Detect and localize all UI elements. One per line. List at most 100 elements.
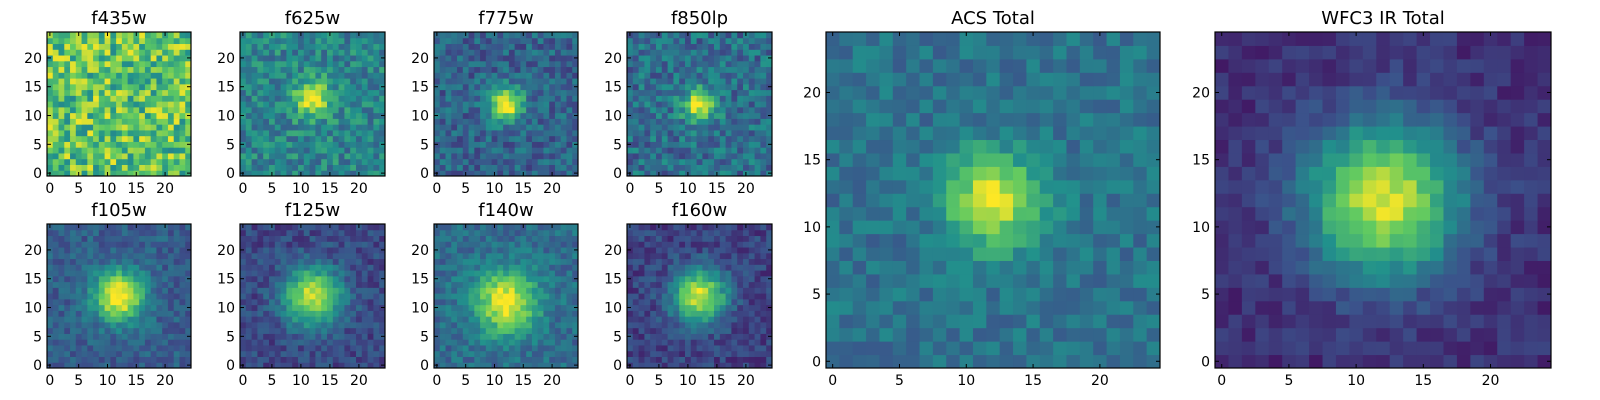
pixel-cell (708, 344, 715, 352)
pixel-cell (514, 89, 521, 96)
pixel-cell (303, 275, 311, 283)
pixel-cell (338, 164, 345, 171)
pixel-cell (719, 118, 727, 125)
pixel-cell (503, 164, 510, 171)
pixel-cell (240, 350, 247, 357)
pixel-cell (274, 118, 282, 125)
pixel-cell (766, 158, 773, 165)
pixel-cell (64, 316, 71, 323)
pixel-cell (303, 304, 311, 311)
pixel-cell (127, 135, 134, 142)
pixel-cell (47, 60, 54, 68)
pixel-cell (75, 258, 83, 265)
pixel-cell (167, 362, 175, 369)
pixel-cell (257, 310, 264, 317)
pixel-cell (144, 83, 152, 91)
pixel-cell (98, 101, 106, 108)
pixel-cell (309, 362, 316, 369)
pixel-cell (274, 37, 282, 45)
pixel-cell (327, 287, 334, 294)
pixel-cell (162, 66, 169, 73)
pixel-cell (344, 224, 351, 231)
pixel-cell (179, 252, 186, 260)
pixel-cell (292, 356, 299, 363)
panel-title: f105w (91, 200, 146, 221)
pixel-cell (572, 224, 579, 231)
pixel-cell (572, 101, 579, 108)
pixel-cell (503, 258, 510, 265)
pixel-cell (760, 37, 767, 45)
pixel-cell (156, 118, 163, 125)
pixel-cell (144, 89, 152, 96)
y-tick-label: 15 (604, 80, 622, 96)
pixel-cell (286, 344, 293, 352)
pixel-cell (116, 49, 123, 56)
pixel-cell (468, 316, 475, 323)
pixel-cell (451, 49, 458, 56)
pixel-cell (445, 293, 452, 300)
pixel-cell (332, 118, 340, 125)
pixel-cell (373, 287, 380, 294)
pixel-cell (75, 158, 83, 165)
pixel-cell (737, 304, 744, 311)
pixel-cell (121, 78, 129, 85)
pixel-cell (58, 95, 65, 102)
pixel-cell (263, 281, 270, 288)
pixel-cell (361, 78, 369, 85)
pixel-cell (560, 152, 567, 160)
pixel-cell (754, 95, 761, 102)
pixel-cell (560, 170, 567, 177)
pixel-cell (566, 229, 573, 237)
pixel-cell (269, 304, 276, 311)
pixel-cell (474, 83, 481, 91)
pixel-cell (725, 112, 732, 119)
pixel-cell (497, 339, 504, 346)
pixel-cell (644, 170, 651, 177)
pixel-cell (748, 72, 756, 79)
pixel-cell (673, 55, 680, 62)
pixel-cell (121, 95, 129, 102)
pixel-cell (514, 275, 521, 283)
pixel-cell (667, 106, 674, 114)
pixel-cell (269, 112, 276, 119)
pixel-cell (679, 124, 686, 131)
pixel-cell (537, 235, 544, 242)
pixel-cell (480, 135, 487, 142)
pixel-cell (702, 60, 709, 68)
pixel-cell (303, 141, 311, 148)
pixel-cell (133, 321, 140, 329)
pixel-cell (531, 258, 539, 265)
pixel-cell (725, 106, 732, 114)
pixel-cell (373, 264, 380, 271)
pixel-cell (139, 293, 146, 300)
pixel-cell (572, 229, 579, 237)
pixel-cell (327, 106, 334, 114)
pixel-cell (110, 37, 117, 45)
pixel-cell (508, 37, 516, 45)
pixel-cell (667, 43, 674, 50)
pixel-cell (274, 170, 282, 177)
pixel-cell (462, 72, 470, 79)
pixel-cell (445, 270, 452, 277)
pixel-cell (150, 158, 157, 165)
pixel-cell (179, 235, 186, 242)
pixel-cell (731, 37, 738, 45)
pixel-cell (439, 350, 447, 357)
pixel-cell (179, 158, 186, 165)
pixel-cell (480, 333, 487, 340)
pixel-cell (332, 304, 340, 311)
pixel-cell (133, 275, 140, 283)
pixel-cell (356, 152, 363, 160)
pixel-cell (480, 55, 487, 62)
pixel-cell (150, 141, 157, 148)
pixel-cell (572, 287, 579, 294)
pixel-cell (303, 152, 311, 160)
pixel-cell (47, 66, 54, 73)
pixel-cell (708, 152, 715, 160)
pixel-cell (245, 241, 253, 248)
pixel-cell (434, 356, 441, 363)
pixel-cell (58, 124, 65, 131)
pixel-cell (554, 164, 562, 171)
pixel-cell (462, 60, 470, 68)
pixel-cell (731, 101, 738, 108)
